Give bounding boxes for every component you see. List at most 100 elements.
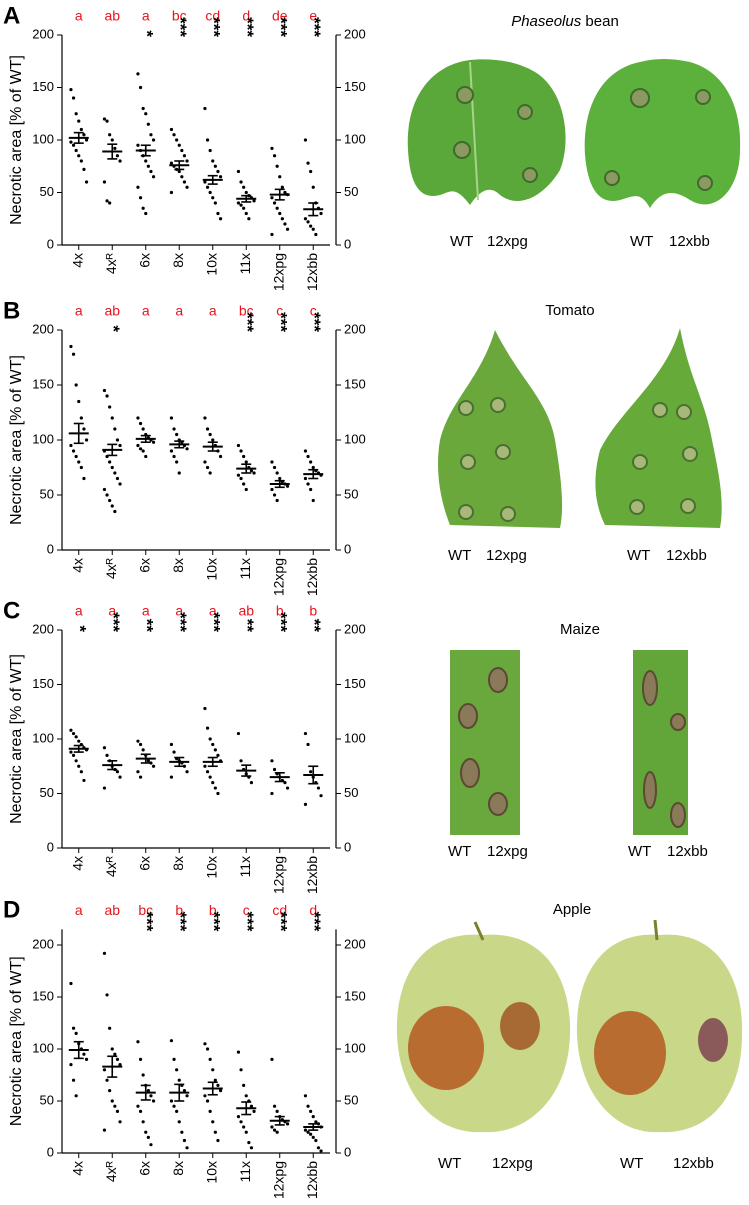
data-point (218, 1089, 223, 1093)
data-point (141, 206, 145, 210)
data-point (136, 416, 140, 420)
data-point (247, 217, 251, 221)
y-tick-label: 150 (32, 676, 54, 691)
data-point (169, 449, 174, 453)
data-point (303, 731, 308, 736)
data-point (79, 416, 83, 420)
data-point (185, 185, 189, 189)
data-point (175, 1068, 179, 1072)
x-tick-label: 10x (203, 1161, 219, 1184)
data-point (252, 471, 256, 475)
data-point (208, 775, 212, 779)
data-point (180, 175, 184, 179)
y-tick-label: 100 (32, 730, 54, 745)
panel-letter: B (3, 297, 20, 324)
data-point (311, 1135, 315, 1139)
significance-stars: ** (238, 619, 257, 633)
data-point (71, 352, 76, 356)
data-point (102, 951, 107, 955)
data-point (69, 443, 73, 448)
x-tick-label: 12xbb (304, 856, 320, 894)
x-tick-label: 12xpg (270, 1161, 286, 1199)
data-point (141, 427, 145, 431)
data-point (84, 138, 89, 142)
data-point (309, 770, 313, 774)
data-point (136, 770, 140, 774)
data-point (213, 201, 217, 205)
data-point (211, 159, 215, 163)
significance-letter: a (209, 303, 217, 319)
y-tick-label: 50 (40, 184, 54, 199)
photo-label: WT (450, 233, 473, 250)
significance-letter: bc (138, 902, 153, 918)
data-point (108, 405, 112, 409)
y2-tick-label: 0 (344, 541, 351, 556)
data-point (270, 1125, 274, 1129)
y2-tick-label: 50 (344, 184, 358, 199)
data-point (169, 127, 174, 132)
data-point (84, 438, 89, 442)
data-point (82, 1052, 86, 1056)
x-tick-label: 4x (69, 558, 85, 573)
data-point (216, 791, 220, 796)
data-point (205, 1099, 210, 1103)
data-point (203, 1042, 207, 1046)
data-point (239, 1120, 243, 1124)
data-point (275, 1130, 279, 1134)
data-point (146, 164, 150, 168)
data-point (149, 1143, 153, 1147)
significance-stars: ** (305, 619, 324, 633)
data-point (213, 164, 217, 168)
data-point (236, 1115, 241, 1119)
data-point (115, 154, 120, 158)
data-point (118, 1120, 122, 1124)
data-point (270, 146, 274, 150)
data-point (311, 1115, 315, 1119)
data-point (175, 1109, 179, 1113)
data-point (278, 211, 282, 216)
photo-tomato (438, 328, 722, 528)
data-point (309, 460, 313, 464)
data-point (172, 427, 176, 431)
data-point (272, 1104, 277, 1108)
data-point (303, 1094, 308, 1098)
significance-letter: a (75, 303, 83, 319)
data-point (115, 1057, 120, 1061)
x-tick-label: 6x (136, 1161, 152, 1176)
y2-tick-label: 100 (344, 431, 366, 446)
data-point (151, 138, 156, 142)
y-tick-label: 0 (47, 236, 54, 251)
data-point (306, 742, 310, 747)
data-point (306, 1104, 310, 1108)
data-point (177, 1078, 181, 1082)
data-point (146, 1135, 150, 1139)
data-point (113, 427, 117, 431)
significance-stars: *** (271, 17, 290, 37)
photo-label: WT (628, 843, 651, 860)
significance-stars: *** (271, 312, 290, 332)
y2-tick-label: 0 (344, 236, 351, 251)
data-point (272, 465, 277, 470)
data-point (283, 190, 287, 195)
significance-letter: a (175, 303, 183, 319)
y-tick-label: 200 (32, 621, 54, 636)
x-tick-label: 12xpg (270, 558, 286, 596)
photo-label: WT (630, 233, 653, 250)
data-point (102, 746, 107, 750)
data-point (105, 1078, 109, 1082)
significance-stars: *** (204, 17, 223, 37)
significance-letter: e (309, 8, 317, 24)
data-point (82, 167, 86, 171)
x-tick-label: 12xbb (304, 253, 320, 291)
data-point (244, 1094, 248, 1098)
data-point (82, 476, 86, 481)
data-point (236, 473, 241, 477)
significance-letter: b (309, 603, 317, 619)
data-point (77, 119, 81, 123)
data-point (244, 487, 248, 492)
x-tick-label: 8x (170, 253, 186, 268)
data-point (115, 438, 120, 442)
photo-label: 12xpg (487, 843, 528, 860)
data-point (144, 159, 148, 163)
photo-label: 12xbb (669, 233, 710, 250)
